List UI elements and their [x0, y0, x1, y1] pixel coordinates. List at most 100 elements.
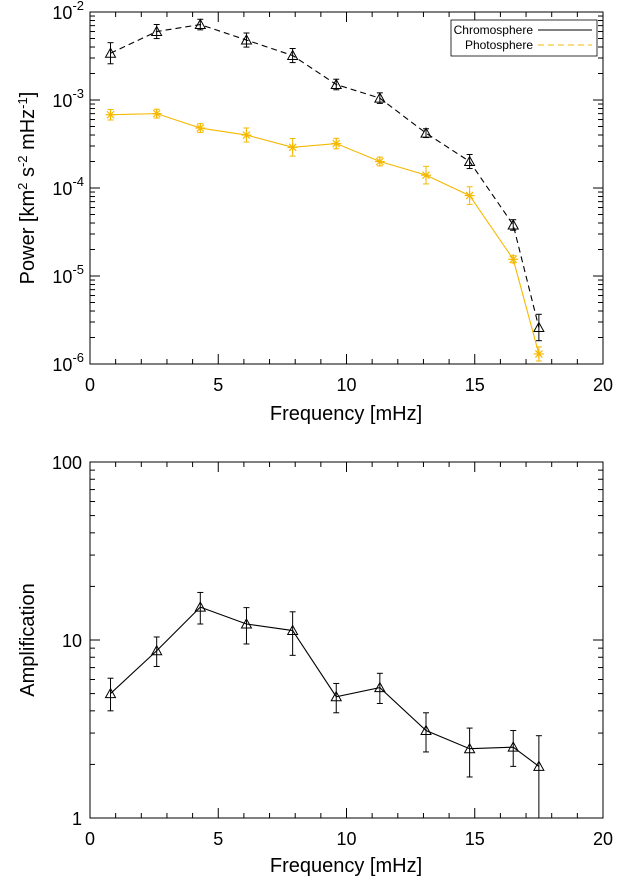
y-tick-label: 10-5 — [52, 262, 84, 287]
error-bar-amplification — [423, 712, 430, 753]
legend: Chromosphere Photosphere — [450, 19, 598, 57]
x-tick-label: 0 — [85, 375, 95, 395]
point-chromosphere — [507, 218, 520, 230]
asterisk-stroke — [152, 109, 161, 118]
error-bar-amplification — [289, 611, 296, 656]
point-photosphere — [508, 254, 519, 265]
amplification-x-axis-label: Frequency [mHz] — [270, 855, 422, 877]
asterisk-stroke — [422, 171, 430, 180]
point-chromosphere — [240, 34, 253, 45]
y-tick-label: 10-3 — [52, 86, 84, 111]
error-bar-amplification — [243, 607, 250, 645]
amplification-y-axis-label: Amplification — [17, 583, 39, 696]
point-amplification — [150, 644, 163, 656]
x-tick-label: 15 — [465, 375, 485, 395]
x-tick-label: 20 — [593, 375, 613, 395]
power-axes-frame — [89, 11, 604, 365]
power-x-axis-label: Frequency [mHz] — [270, 403, 422, 425]
point-photosphere — [241, 130, 252, 141]
asterisk-stroke — [509, 255, 518, 264]
point-photosphere — [421, 170, 432, 181]
y-tick-label: 1 — [72, 809, 82, 829]
point-photosphere — [151, 108, 162, 119]
point-chromosphere — [420, 127, 432, 138]
point-amplification — [533, 760, 545, 771]
point-amplification — [330, 690, 343, 702]
amplification-axis-ticks: 0 5 10 15 20 1 10 100 — [52, 453, 613, 849]
y-tick-base: 10 — [52, 91, 72, 111]
asterisk-stroke — [534, 350, 543, 358]
point-chromosphere — [463, 155, 476, 167]
asterisk-stroke — [196, 124, 205, 132]
x-tick-label: 5 — [213, 829, 223, 849]
asterisk-stroke — [106, 110, 115, 119]
error-bar-amplification — [153, 636, 160, 667]
x-tick-label: 10 — [336, 829, 356, 849]
point-amplification — [286, 624, 299, 636]
point-amplification — [507, 741, 520, 752]
point-amplification — [373, 681, 386, 693]
point-chromosphere — [373, 92, 386, 103]
x-tick-label: 20 — [593, 829, 613, 849]
point-amplification — [463, 742, 476, 754]
series-line-amplification — [110, 606, 540, 767]
ylabel-sup3: -1 — [15, 97, 30, 109]
legend-label-chromosphere: Chromosphere — [454, 23, 534, 37]
error-bar-amplification — [107, 677, 114, 712]
y-tick-label: 100 — [52, 453, 82, 473]
asterisk-stroke — [465, 191, 474, 200]
y-tick-exponent: -4 — [72, 174, 84, 189]
asterisk-stroke — [375, 157, 384, 166]
error-bar-amplification — [197, 591, 204, 625]
asterisk-stroke — [242, 131, 251, 139]
point-photosphere — [105, 109, 116, 120]
ylabel-mid1: s — [17, 167, 39, 183]
y-tick-exponent: -6 — [72, 350, 84, 365]
amplification-plot-area — [104, 591, 545, 819]
point-amplification — [194, 601, 207, 612]
series-line-photosphere — [110, 113, 540, 355]
y-tick-base: 10 — [52, 179, 72, 199]
y-tick-exponent: -3 — [72, 86, 84, 101]
x-tick-label: 10 — [336, 375, 356, 395]
legend-label-photosphere: Photosphere — [465, 38, 533, 52]
y-tick-exponent: -2 — [72, 0, 84, 13]
point-photosphere — [533, 348, 544, 359]
y-tick-label: 10 — [62, 631, 82, 651]
x-tick-label: 5 — [213, 375, 223, 395]
point-amplification — [240, 617, 253, 629]
error-bar-amplification — [376, 672, 383, 704]
point-photosphere — [287, 142, 298, 153]
series-line-chromosphere — [110, 23, 540, 328]
y-tick-base: 10 — [52, 3, 72, 23]
power-y-axis-label: Power [km2 s-2 mHz-1] — [15, 92, 39, 285]
point-amplification — [420, 724, 432, 736]
point-photosphere — [195, 123, 206, 134]
asterisk-stroke — [288, 143, 297, 152]
y-tick-label: 10-4 — [52, 174, 84, 199]
point-chromosphere — [194, 18, 207, 30]
point-chromosphere — [330, 78, 343, 90]
point-photosphere — [464, 190, 475, 201]
point-amplification — [104, 687, 117, 699]
point-chromosphere — [286, 49, 299, 61]
error-bar-amplification — [510, 730, 517, 767]
point-photosphere — [331, 138, 342, 149]
x-tick-label: 0 — [85, 829, 95, 849]
error-bar-chromosphere — [535, 313, 542, 342]
y-tick-base: 10 — [52, 355, 72, 375]
error-bar-amplification — [333, 682, 340, 714]
ylabel-base: Power [km — [17, 190, 39, 284]
point-photosphere — [374, 156, 385, 167]
point-chromosphere — [150, 25, 163, 37]
amplification-panel: 0 5 10 15 20 1 10 100 Frequency [mHz] Amplifica… — [17, 453, 613, 877]
y-tick-label: 10-2 — [52, 0, 84, 23]
point-chromosphere — [104, 47, 117, 58]
y-tick-label: 10-6 — [52, 350, 84, 375]
x-tick-label: 15 — [465, 829, 485, 849]
ylabel-mid2: mHz — [17, 109, 39, 156]
legend-box — [450, 19, 598, 57]
